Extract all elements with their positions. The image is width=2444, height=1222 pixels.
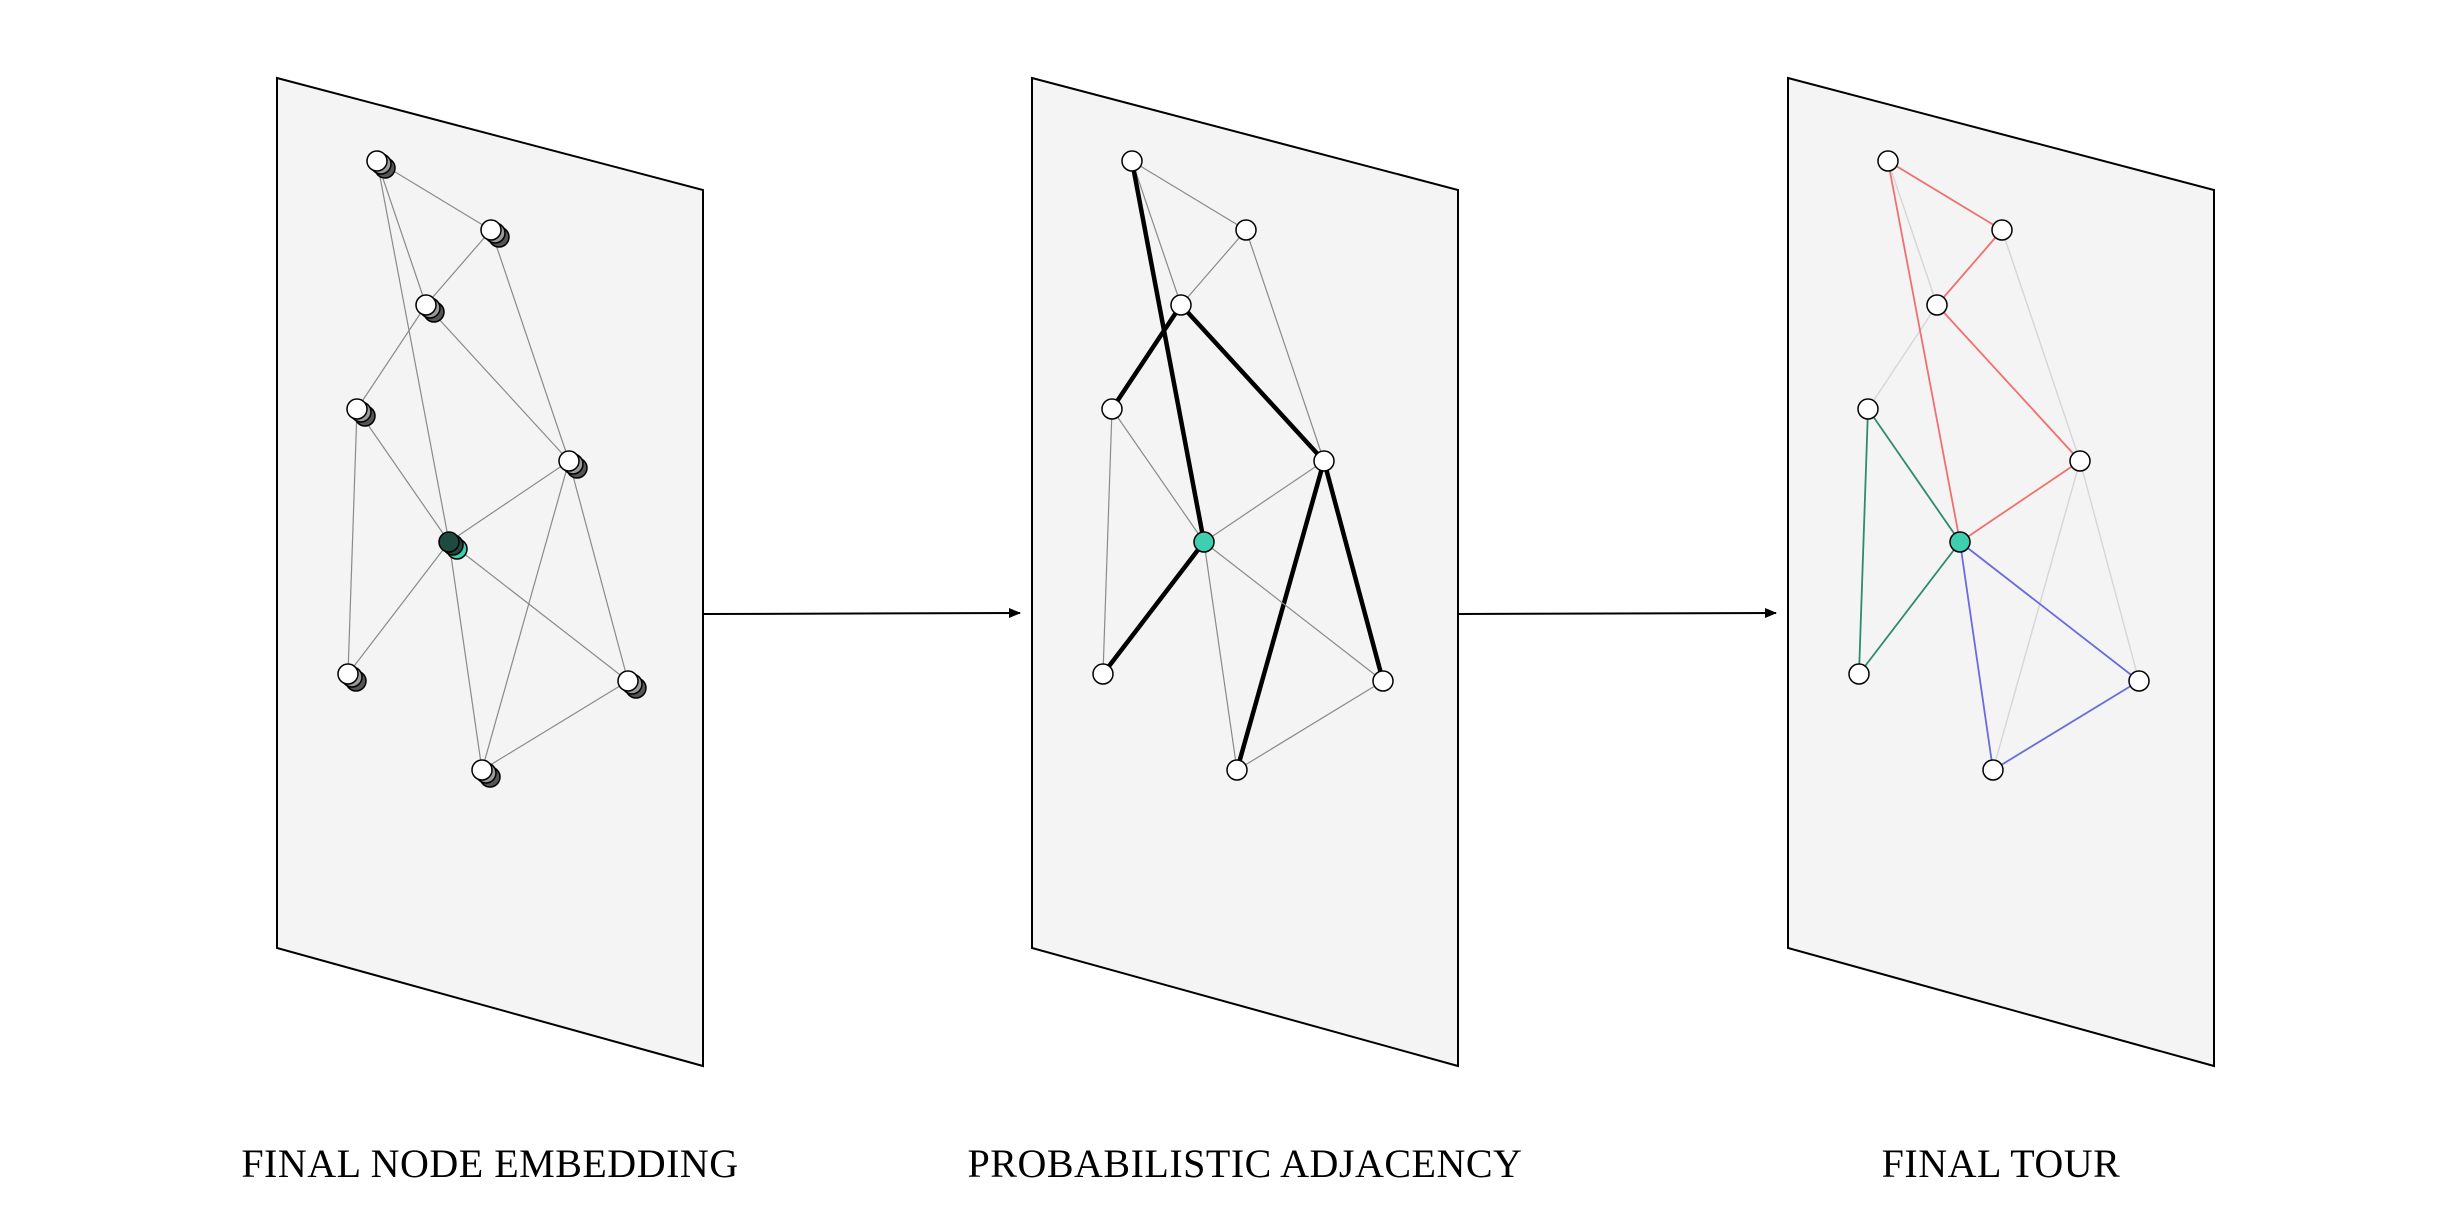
- graph-edge: [481, 680, 629, 771]
- edge-layer: [347, 160, 629, 771]
- graph-edge: [568, 460, 629, 682]
- graph-edge: [1959, 460, 2081, 543]
- graph-edge: [376, 160, 492, 231]
- embedding-node: [337, 663, 359, 685]
- graph-edge: [1867, 304, 1938, 410]
- graph-edge: [2079, 460, 2140, 682]
- graph-edge: [448, 541, 629, 682]
- caption-tour: FINAL TOUR: [1882, 1141, 2121, 1186]
- panel-plane: [276, 76, 704, 1068]
- graph-edge: [1936, 229, 2003, 306]
- graph-edge: [347, 541, 450, 675]
- graph-edge: [1102, 408, 1113, 675]
- arrow-embedding-to-adjacency: [703, 608, 1021, 619]
- graph-edge: [1109, 302, 1184, 412]
- embedding-node: [471, 759, 493, 781]
- graph-edge: [1887, 160, 1938, 306]
- graph-edge: [1100, 539, 1207, 677]
- embedding-node: [558, 450, 580, 472]
- arrow-adjacency-to-tour: [1458, 608, 1777, 619]
- graph-node: [1121, 150, 1143, 172]
- graph-node: [1170, 294, 1192, 316]
- embedding-node: [366, 150, 388, 172]
- embedding-node: [346, 398, 368, 420]
- panel-embedding: [276, 76, 704, 1068]
- graph-edge: [376, 160, 427, 306]
- panel-adjacency: [1031, 76, 1459, 1068]
- tour-node: [2069, 450, 2091, 472]
- graph-edge: [1867, 408, 1961, 543]
- graph-edge: [1858, 408, 1869, 675]
- panel-plane: [1031, 76, 1459, 1068]
- caption-embedding: FINAL NODE EMBEDDING: [241, 1141, 738, 1186]
- graph-edge: [1245, 229, 1325, 462]
- graph-edge: [1111, 408, 1205, 543]
- graph-edge: [425, 229, 492, 306]
- graph-edge: [1203, 460, 1325, 543]
- edge-layer: [1858, 160, 2140, 771]
- tour-node: [1991, 219, 2013, 241]
- embedding-node: [480, 219, 502, 241]
- graph-node: [1235, 219, 1257, 241]
- graph-edge: [1236, 680, 1384, 771]
- graph-edge: [1129, 158, 1207, 545]
- depot-node: [1193, 531, 1215, 553]
- graph-edge: [1131, 160, 1247, 231]
- graph-edge: [448, 460, 570, 543]
- node-layer: [1092, 150, 1394, 781]
- panel-plane: [1787, 76, 2215, 1068]
- node-layer: [1848, 150, 2150, 781]
- tour-node: [2128, 670, 2150, 692]
- graph-node: [1101, 398, 1123, 420]
- tour-node: [1982, 759, 2004, 781]
- graph-edge: [376, 160, 450, 543]
- tour-node: [1877, 150, 1899, 172]
- graph-edge: [1936, 304, 2081, 462]
- graph-edge: [1180, 229, 1247, 306]
- tour-node: [1857, 398, 1879, 420]
- graph-edge: [347, 408, 358, 675]
- graph-edge: [1887, 160, 2003, 231]
- graph-edge: [1959, 541, 2140, 682]
- graph-edge: [1858, 541, 1961, 675]
- graph-node: [1372, 670, 1394, 692]
- caption-adjacency: PROBABILISTIC ADJACENCY: [968, 1141, 1523, 1186]
- depot-node: [438, 531, 460, 553]
- graph-edge: [448, 541, 483, 771]
- graph-edge: [490, 229, 570, 462]
- edge-layer: [1100, 158, 1386, 773]
- embedding-node: [415, 294, 437, 316]
- graph-edge: [356, 408, 450, 543]
- graph-edge: [1131, 160, 1182, 306]
- graph-edge: [1178, 302, 1327, 464]
- depot-node: [1949, 531, 1971, 553]
- graph-edge: [1959, 541, 1994, 771]
- tour-node: [1926, 294, 1948, 316]
- graph-edge: [1203, 541, 1384, 682]
- graph-edge: [481, 460, 570, 771]
- graph-edge: [1203, 541, 1238, 771]
- graph-node: [1092, 663, 1114, 685]
- graph-node: [1226, 759, 1248, 781]
- tour-node: [1848, 663, 1870, 685]
- graph-edge: [356, 304, 427, 410]
- panel-tour: [1787, 76, 2215, 1068]
- graph-edge: [2001, 229, 2081, 462]
- graph-node: [1313, 450, 1335, 472]
- graph-edge: [425, 304, 570, 462]
- graph-edge: [1992, 680, 2140, 771]
- graph-edge: [1992, 460, 2081, 771]
- embedding-node: [617, 670, 639, 692]
- graph-edge: [1321, 458, 1386, 684]
- graph-edge: [1887, 160, 1961, 543]
- node-layer: [337, 150, 647, 788]
- graph-edge: [1234, 458, 1327, 773]
